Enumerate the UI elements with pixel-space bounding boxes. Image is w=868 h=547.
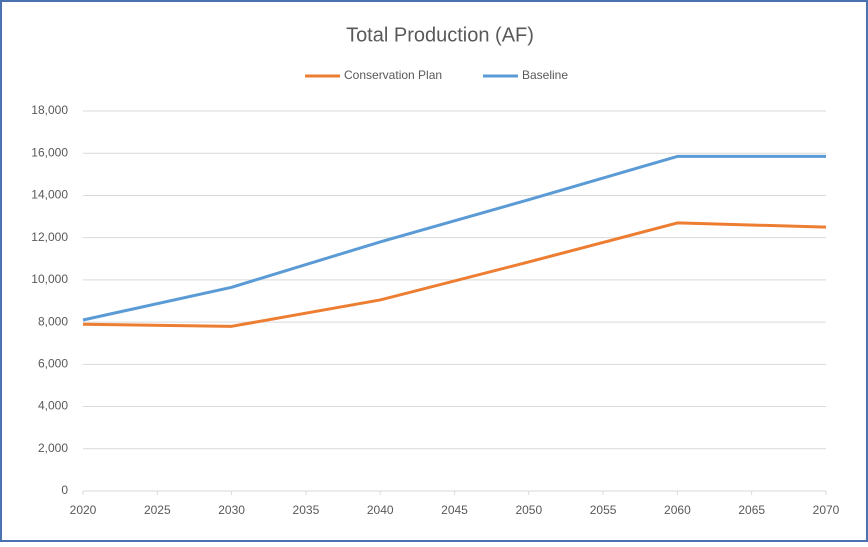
- x-tick-label: 2040: [367, 503, 394, 517]
- x-tick-label: 2025: [144, 503, 171, 517]
- x-tick-label: 2045: [441, 503, 468, 517]
- y-tick-label: 4,000: [38, 399, 68, 413]
- y-tick-label: 10,000: [31, 272, 68, 286]
- x-tick-label: 2060: [664, 503, 691, 517]
- chart-title: Total Production (AF): [346, 24, 534, 46]
- x-tick-label: 2070: [813, 503, 840, 517]
- legend-label: Baseline: [522, 68, 568, 82]
- y-tick-label: 8,000: [38, 314, 68, 328]
- x-tick-label: 2030: [218, 503, 245, 517]
- y-tick-label: 2,000: [38, 441, 68, 455]
- y-tick-label: 6,000: [38, 357, 68, 371]
- x-tick-label: 2065: [738, 503, 765, 517]
- y-tick-label: 16,000: [31, 145, 68, 159]
- legend-label: Conservation Plan: [344, 68, 442, 82]
- y-tick-label: 18,000: [31, 103, 68, 117]
- series-line: [82, 221, 827, 328]
- y-tick-label: 12,000: [31, 230, 68, 244]
- series-line: [82, 154, 826, 322]
- x-tick-label: 2050: [515, 503, 542, 517]
- x-tick-label: 2035: [293, 503, 320, 517]
- y-tick-label: 14,000: [31, 188, 68, 202]
- y-tick-label: 0: [61, 483, 68, 497]
- x-tick-label: 2020: [70, 503, 97, 517]
- x-tick-label: 2055: [590, 503, 617, 517]
